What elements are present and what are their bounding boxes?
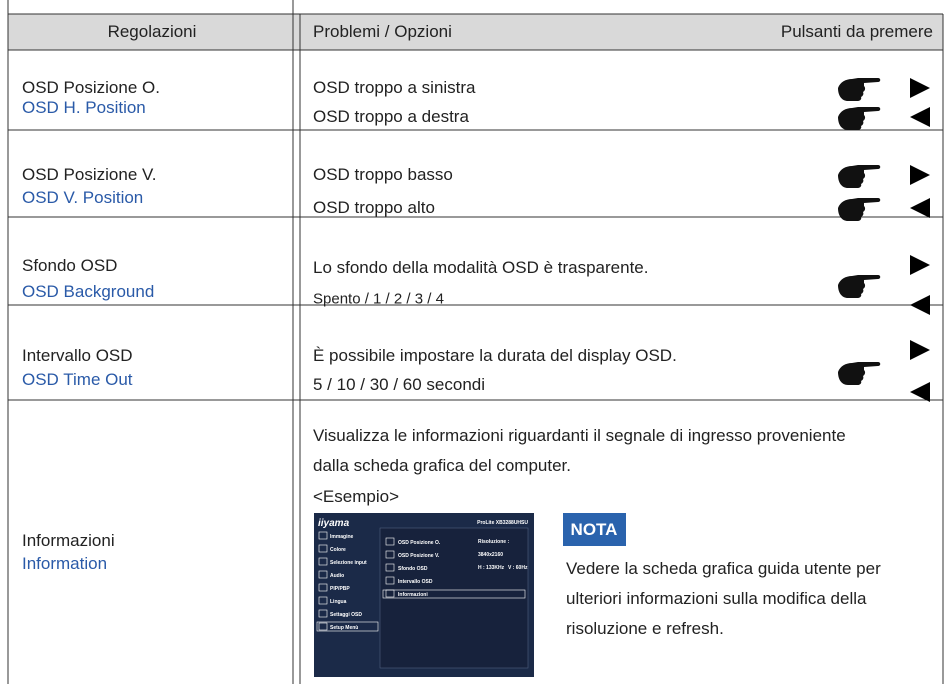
osd-info: V : 60Hz: [508, 565, 528, 571]
osd-menu-item: PIP/PBP: [330, 586, 350, 592]
osd-menu-item: Setup Menù: [330, 625, 358, 631]
osd-submenu-item: OSD Posizione O.: [398, 540, 441, 546]
option: 5 / 10 / 30 / 60 secondi: [313, 375, 486, 394]
osd-submenu-item: Informazioni: [398, 592, 428, 598]
osd-menu-item: Lingua: [330, 599, 347, 605]
header-cell: Regolazioni: [107, 22, 197, 41]
osd-icon: [385, 563, 395, 572]
osd-info: 3840x2160: [478, 552, 503, 558]
option: OSD troppo a sinistra: [313, 78, 476, 97]
osd-icon: [385, 589, 395, 598]
setting: Intervallo OSD: [22, 346, 133, 365]
option: È possibile impostare la durata del disp…: [313, 346, 677, 365]
note: ulteriori informazioni sulla modifica de…: [566, 589, 867, 608]
setting: OSD Posizione V.: [22, 165, 157, 184]
osd-icon: [385, 537, 395, 546]
osd-menu-item: Selezione input: [330, 560, 367, 566]
setting: OSD Posizione O.: [22, 78, 160, 97]
osd-menu-item: Colore: [330, 547, 346, 553]
example-label: <Esempio>: [313, 487, 399, 506]
osd-icon: [318, 544, 328, 553]
osd-icon: [318, 531, 328, 540]
option: OSD troppo alto: [313, 198, 435, 217]
osd-icon: [318, 557, 328, 566]
option: Spento / 1 / 2 / 3 / 4: [313, 290, 444, 308]
setting-en: Information: [22, 554, 108, 573]
option: OSD troppo a destra: [313, 107, 469, 126]
osd-icon: [385, 550, 395, 559]
osd-menu-item: Immagine: [330, 534, 354, 540]
osd-screenshot: iiyama ProLite XB3288UHSU Immagine Colore…: [314, 513, 534, 677]
osd-icon: [318, 596, 328, 605]
osd-icon: [385, 576, 395, 585]
setting-en: OSD Background: [22, 282, 155, 301]
description: dalla scheda grafica del computer.: [313, 456, 571, 475]
setting: Sfondo OSD: [22, 256, 118, 275]
note: Vedere la scheda grafica guida utente pe…: [566, 559, 881, 578]
option: OSD troppo basso: [313, 165, 453, 184]
osd-submenu-item: Intervallo OSD: [398, 579, 433, 585]
osd-icon: [318, 570, 328, 579]
osd-model: ProLite XB3288UHSU: [477, 520, 528, 526]
osd-icon: [318, 622, 328, 631]
osd-info: Risoluzione :: [478, 539, 509, 545]
setting-en: OSD V. Position: [22, 188, 144, 207]
note-title: NOTA: [571, 520, 618, 539]
osd-icon: [318, 609, 328, 618]
osd-menu-item: Settaggi OSD: [330, 612, 362, 618]
osd-submenu-item: Sfondo OSD: [398, 566, 428, 572]
setting-en: OSD Time Out: [22, 370, 133, 389]
header-cell: Problemi / Opzioni: [313, 22, 452, 41]
osd-submenu-item: OSD Posizione V.: [398, 553, 440, 559]
header-cell: Pulsanti da premere: [780, 22, 933, 41]
osd-info: H : 133KHz: [478, 565, 505, 571]
note: risoluzione e refresh.: [566, 619, 724, 638]
description: Visualizza le informazioni riguardanti i…: [313, 426, 846, 445]
button-icons: [838, 78, 930, 402]
setting: Informazioni: [22, 531, 115, 550]
osd-brand: iiyama: [318, 518, 350, 529]
setting-en: OSD H. Position: [22, 98, 146, 117]
osd-menu-item: Audio: [330, 573, 344, 579]
osd-icon: [318, 583, 328, 592]
option: Lo sfondo della modalità OSD è trasparen…: [313, 258, 649, 277]
